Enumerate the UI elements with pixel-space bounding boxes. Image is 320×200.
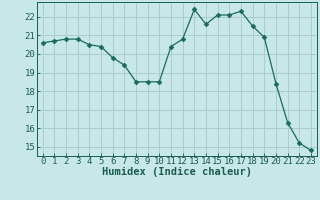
X-axis label: Humidex (Indice chaleur): Humidex (Indice chaleur) xyxy=(102,167,252,177)
